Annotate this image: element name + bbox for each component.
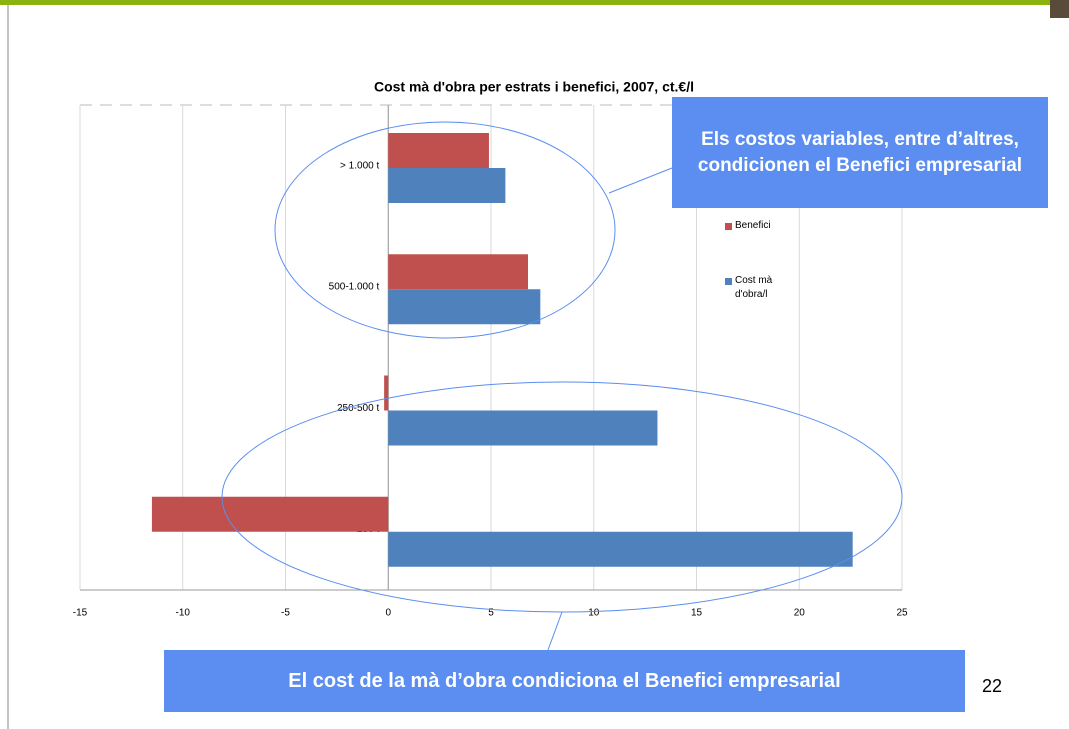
legend-label: Cost mà d'obra/l xyxy=(735,274,783,302)
x-tick-label: 15 xyxy=(691,608,703,619)
chart-title: Cost mà d'obra per estrats i benefici, 2… xyxy=(374,79,694,95)
corner-image xyxy=(1050,0,1069,18)
legend-marker xyxy=(725,278,732,285)
bar xyxy=(384,376,388,411)
x-tick-label: -5 xyxy=(281,608,290,619)
x-tick-label: 10 xyxy=(588,608,600,619)
pointer xyxy=(609,168,672,193)
y-tick-label: 500-1.000 t xyxy=(329,282,380,293)
bar xyxy=(388,254,528,289)
x-tick-label: 0 xyxy=(385,608,391,619)
legend-marker xyxy=(725,223,732,230)
top-bar xyxy=(0,0,1069,5)
bar xyxy=(388,168,505,203)
bar xyxy=(388,133,489,168)
bar xyxy=(388,289,540,324)
bar xyxy=(152,497,388,532)
y-tick-label: > 1.000 t xyxy=(340,160,379,171)
bar xyxy=(388,532,852,567)
bar xyxy=(388,411,657,446)
x-tick-label: -10 xyxy=(176,608,191,619)
page-number: 22 xyxy=(982,676,1002,697)
slide: Cost mà d'obra per estrats i benefici, 2… xyxy=(0,0,1069,729)
x-tick-label: 25 xyxy=(896,608,908,619)
annotation: Els costos variables, entre d’altres, co… xyxy=(672,97,1048,208)
pointer xyxy=(548,612,562,650)
x-tick-label: -15 xyxy=(73,608,88,619)
legend-label: Benefici xyxy=(735,219,783,233)
annotation: El cost de la mà d’obra condiciona el Be… xyxy=(164,650,965,712)
x-tick-label: 20 xyxy=(794,608,806,619)
